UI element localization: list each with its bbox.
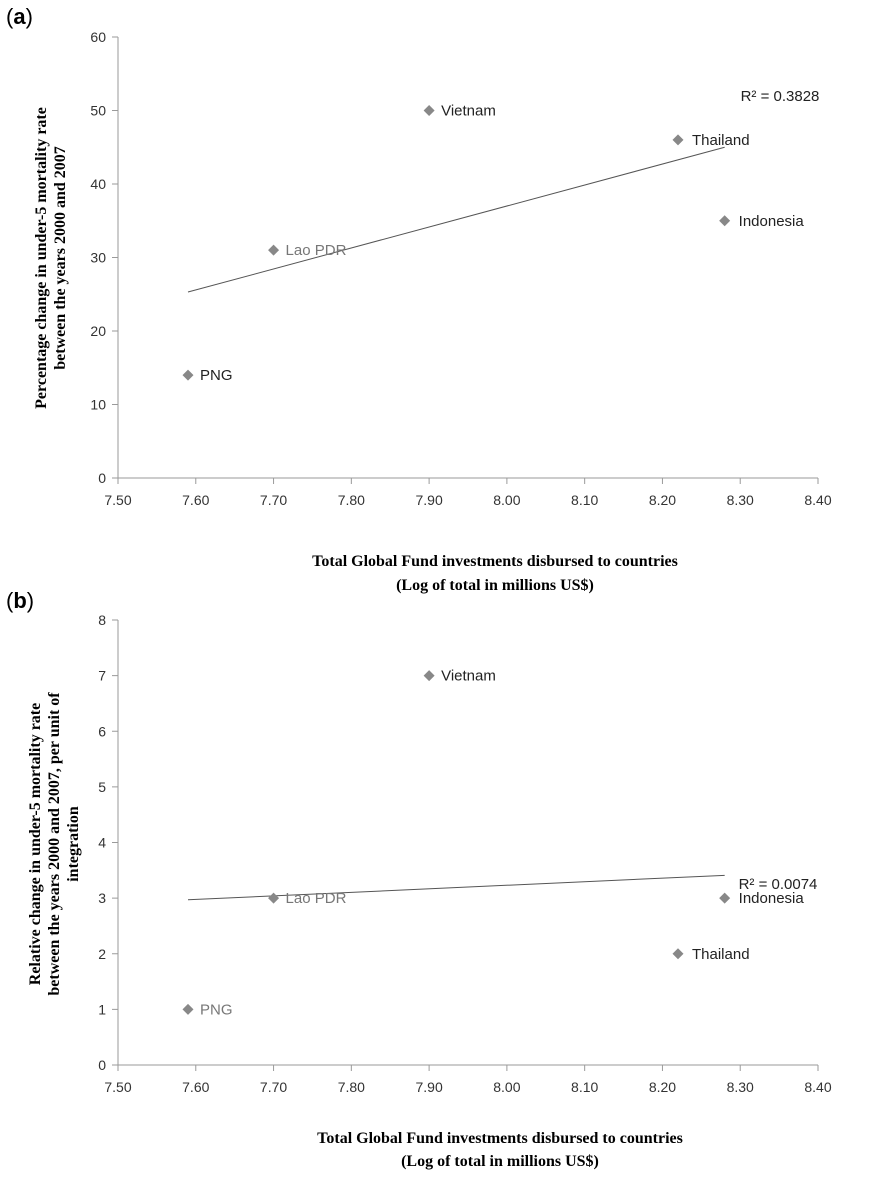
panel-b-x-tick-label: 7.60 [182, 1079, 209, 1095]
panel-a-y-tick-label: 50 [90, 103, 106, 119]
panel-a-data-point [268, 244, 280, 256]
panel-a-x-tick-label: 8.30 [727, 492, 754, 508]
panel-a-x-tick-label: 8.10 [571, 492, 598, 508]
panel-b-y-tick-label: 4 [98, 835, 106, 851]
panel-a-x-tick-label: 7.50 [104, 492, 131, 508]
panel-a-point-label: PNG [200, 367, 233, 384]
panel-a-x-tick-label: 7.90 [415, 492, 442, 508]
panel-b-y-tick-label: 3 [98, 890, 106, 906]
panel-a-x-tick-label: 7.60 [182, 492, 209, 508]
panel-b-x-tick-label: 8.10 [571, 1079, 598, 1095]
panel-b-x-tick-label: 7.70 [260, 1079, 287, 1095]
panel-a-point-label: Indonesia [739, 213, 805, 230]
panel-b-y-axis-title: between the years 2000 and 2007, per uni… [46, 692, 63, 996]
panel-a-point-label: Lao PDR [286, 242, 347, 259]
panel-a-y-tick-label: 0 [98, 470, 106, 486]
panel-b-x-axis-title: (Log of total in millions US$) [401, 1153, 599, 1170]
panel-a-data-point [182, 369, 194, 381]
panel-a-data-point [719, 215, 731, 227]
panel-a-y-tick-label: 60 [90, 29, 106, 45]
panel-a-x-tick-label: 8.00 [493, 492, 520, 508]
panel-b-data-point [719, 892, 731, 904]
panel-b-r-squared-label: R² = 0.0074 [739, 876, 818, 893]
panel-a-y-axis-title: between the years 2000 and 2007 [52, 146, 69, 370]
panel-a-label: (a) [6, 4, 33, 29]
panel-b-point-label: Vietnam [441, 668, 496, 685]
panel-a-y-axis-title: Percentage change in under-5 mortality r… [33, 107, 50, 409]
panel-b-x-tick-label: 8.40 [804, 1079, 831, 1095]
panel-b-data-point [423, 670, 435, 682]
panel-a-point-label: Thailand [692, 132, 750, 149]
panel-b-y-tick-label: 0 [98, 1057, 106, 1073]
panel-a-data-point [423, 105, 435, 116]
panel-a-y-axis-title-group: Percentage change in under-5 mortality r… [33, 107, 69, 409]
panel-b-y-tick-label: 5 [98, 779, 106, 795]
panel-b-x-tick-label: 7.50 [104, 1079, 131, 1095]
panel-b-x-tick-label: 8.00 [493, 1079, 520, 1095]
panel-a-y-tick-label: 40 [90, 176, 106, 192]
panel-b-y-tick-label: 1 [98, 1001, 106, 1017]
panel-b-point-label: Thailand [692, 946, 750, 963]
panel-b-y-tick-label: 8 [98, 612, 106, 628]
panel-a-x-tick-label: 8.40 [804, 492, 831, 508]
panel-a-point-label: Vietnam [441, 103, 496, 120]
panel-a-x-tick-label: 7.70 [260, 492, 287, 508]
panel-a-data-point [672, 134, 684, 146]
panel-a-x-tick-label: 8.20 [649, 492, 676, 508]
panel-b-x-tick-label: 7.80 [338, 1079, 365, 1095]
panel-b-trendline [187, 874, 725, 901]
panel-b-point-label: Lao PDR [286, 890, 347, 907]
panel-b-y-tick-label: 6 [98, 723, 106, 739]
panel-b-y-axis-title: integration [65, 806, 82, 882]
panel-b-y-axis-title: Relative change in under-5 mortality rat… [27, 703, 44, 985]
panel-a-y-tick-label: 10 [90, 397, 106, 413]
panel-b-y-tick-label: 7 [98, 668, 106, 684]
panel-a-x-axis-title: Total Global Fund investments disbursed … [312, 553, 678, 570]
panel-b-data-point [182, 1003, 194, 1015]
panel-b-y-tick-label: 2 [98, 946, 106, 962]
panel-a-r-squared-label: R² = 0.3828 [741, 88, 820, 105]
panel-a-y-tick-label: 30 [90, 250, 106, 266]
panel-b-point-label: PNG [200, 1001, 233, 1018]
panel-b-y-axis-title-group: Relative change in under-5 mortality rat… [27, 692, 82, 996]
panel-b-data-point [268, 892, 280, 904]
panel-a-y-tick-label: 20 [90, 323, 106, 339]
panel-a-trendline [187, 146, 725, 293]
panel-b-x-tick-label: 7.90 [415, 1079, 442, 1095]
panel-b-label: (b) [6, 588, 34, 613]
panel-b-data-point [672, 948, 684, 960]
panel-a-x-axis-title: (Log of total in millions US$) [396, 577, 594, 594]
panel-b-x-tick-label: 8.30 [727, 1079, 754, 1095]
panel-a-x-tick-label: 7.80 [338, 492, 365, 508]
panel-b-point-label: Indonesia [739, 890, 805, 907]
panel-b-x-axis-title: Total Global Fund investments disbursed … [317, 1130, 683, 1147]
panel-b-x-tick-label: 8.20 [649, 1079, 676, 1095]
